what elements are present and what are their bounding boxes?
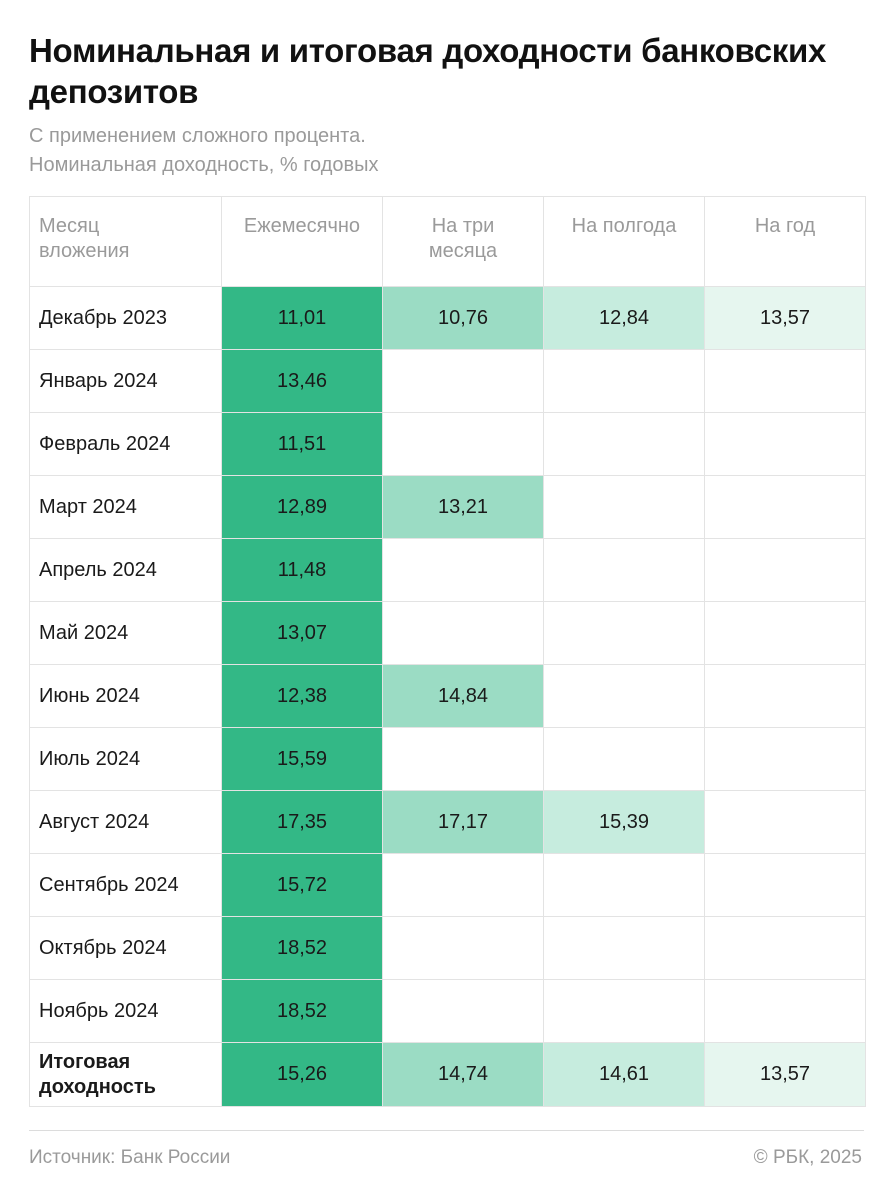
value-cell-monthly: 18,52 [221, 979, 383, 1043]
source-note: Источник: Банк России [29, 1147, 231, 1168]
value-cell-three-months: 13,21 [382, 475, 544, 539]
month-cell: Февраль 2024 [29, 412, 222, 476]
chart-subtitle: С применением сложного процента. Номинал… [29, 122, 869, 180]
value-cell-three-months [382, 916, 544, 980]
subtitle-line-2: Номинальная доходность, % годовых [29, 154, 379, 176]
value-cell-monthly: 15,72 [221, 853, 383, 917]
value-cell-three-months [382, 853, 544, 917]
value-cell-three-months [382, 412, 544, 476]
value-cell-year [704, 664, 866, 728]
total-row: Итоговая доходность 15,26 14,74 14,61 13,57 [29, 1042, 866, 1107]
value-cell-year [704, 349, 866, 413]
chart-title: Номинальная и итоговая доходности банков… [29, 32, 827, 110]
value-cell-half-year: 15,39 [543, 790, 705, 854]
value-cell-half-year [543, 727, 705, 791]
value-cell-three-months [382, 979, 544, 1043]
month-cell: Декабрь 2023 [29, 286, 222, 350]
value-cell-three-months [382, 538, 544, 602]
value-cell-year [704, 601, 866, 665]
value-cell-year: 13,57 [704, 286, 866, 350]
value-cell-half-year: 12,84 [543, 286, 705, 350]
table-row: Декабрь 2023 11,01 10,76 12,84 13,57 [29, 286, 866, 350]
value-cell-three-months: 17,17 [382, 790, 544, 854]
value-cell-year [704, 412, 866, 476]
value-cell-year [704, 790, 866, 854]
value-cell-half-year [543, 916, 705, 980]
month-cell: Июнь 2024 [29, 664, 222, 728]
column-header-half-year: На полгода [543, 196, 705, 287]
value-cell-half-year [543, 853, 705, 917]
value-cell-three-months [382, 601, 544, 665]
value-cell-three-months [382, 349, 544, 413]
value-cell-three-months: 14,74 [382, 1042, 544, 1107]
month-cell: Сентябрь 2024 [29, 853, 222, 917]
value-cell-year: 13,57 [704, 1042, 866, 1107]
value-cell-half-year [543, 475, 705, 539]
value-cell-year [704, 475, 866, 539]
value-cell-three-months: 10,76 [382, 286, 544, 350]
month-cell: Июль 2024 [29, 727, 222, 791]
table-row: Июнь 2024 12,38 14,84 [29, 664, 866, 728]
value-cell-monthly: 18,52 [221, 916, 383, 980]
table-row: Ноябрь 2024 18,52 [29, 979, 866, 1043]
column-header-monthly: Ежемесячно [221, 196, 383, 287]
value-cell-monthly: 13,07 [221, 601, 383, 665]
column-header-year: На год [704, 196, 866, 287]
value-cell-half-year [543, 412, 705, 476]
column-header-three-months: На три месяца [382, 196, 544, 287]
month-cell: Август 2024 [29, 790, 222, 854]
table-row: Август 2024 17,35 17,17 15,39 [29, 790, 866, 854]
table-row: Апрель 2024 11,48 [29, 538, 866, 602]
value-cell-year [704, 979, 866, 1043]
month-cell: Март 2024 [29, 475, 222, 539]
value-cell-monthly: 12,89 [221, 475, 383, 539]
month-cell: Май 2024 [29, 601, 222, 665]
value-cell-monthly: 15,59 [221, 727, 383, 791]
month-cell: Апрель 2024 [29, 538, 222, 602]
value-cell-half-year [543, 664, 705, 728]
value-cell-half-year: 14,61 [543, 1042, 705, 1107]
value-cell-year [704, 853, 866, 917]
value-cell-half-year [543, 979, 705, 1043]
month-cell: Ноябрь 2024 [29, 979, 222, 1043]
table-row: Февраль 2024 11,51 [29, 412, 866, 476]
value-cell-three-months [382, 727, 544, 791]
value-cell-year [704, 916, 866, 980]
value-cell-half-year [543, 349, 705, 413]
total-label: Итоговая доходность [29, 1042, 222, 1107]
value-cell-half-year [543, 538, 705, 602]
value-cell-year [704, 538, 866, 602]
value-cell-monthly: 15,26 [221, 1042, 383, 1107]
table-row: Сентябрь 2024 15,72 [29, 853, 866, 917]
value-cell-monthly: 11,51 [221, 412, 383, 476]
value-cell-three-months: 14,84 [382, 664, 544, 728]
value-cell-monthly: 17,35 [221, 790, 383, 854]
month-cell: Октябрь 2024 [29, 916, 222, 980]
table-row: Октябрь 2024 18,52 [29, 916, 866, 980]
column-header-month: Месяц вложения [29, 196, 222, 287]
value-cell-monthly: 13,46 [221, 349, 383, 413]
table-header-row: Месяц вложения Ежемесячно На три месяца … [29, 196, 866, 287]
footer-divider [29, 1130, 864, 1131]
value-cell-monthly: 12,38 [221, 664, 383, 728]
subtitle-line-1: С применением сложного процента. [29, 125, 366, 147]
table-row: Май 2024 13,07 [29, 601, 866, 665]
value-cell-half-year [543, 601, 705, 665]
value-cell-year [704, 727, 866, 791]
table-row: Март 2024 12,89 13,21 [29, 475, 866, 539]
copyright-note: © РБК, 2025 [753, 1147, 862, 1168]
table-row: Январь 2024 13,46 [29, 349, 866, 413]
month-cell: Январь 2024 [29, 349, 222, 413]
value-cell-monthly: 11,01 [221, 286, 383, 350]
table-row: Июль 2024 15,59 [29, 727, 866, 791]
yield-table: Месяц вложения Ежемесячно На три месяца … [29, 196, 866, 1107]
value-cell-monthly: 11,48 [221, 538, 383, 602]
